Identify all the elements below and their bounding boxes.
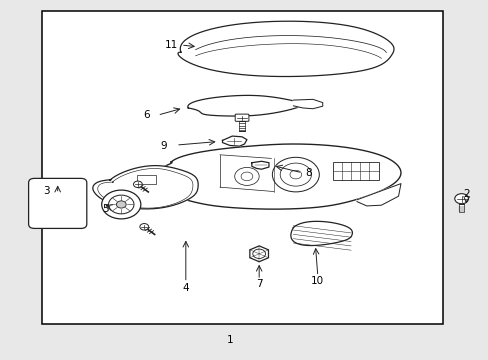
Circle shape [116,201,126,208]
Polygon shape [293,99,322,109]
Circle shape [289,170,301,179]
Polygon shape [356,184,400,206]
Text: 6: 6 [143,110,150,120]
FancyBboxPatch shape [28,179,87,229]
Text: 7: 7 [255,279,262,289]
Text: 3: 3 [43,186,50,196]
Circle shape [252,249,265,258]
Polygon shape [290,221,352,246]
Text: 2: 2 [463,189,469,199]
FancyBboxPatch shape [235,114,248,121]
Text: 1: 1 [226,335,233,345]
Bar [41,11,442,324]
Text: 10: 10 [311,276,324,286]
Text: 8: 8 [304,168,311,178]
Circle shape [272,157,319,192]
Bar [239,121,244,131]
Polygon shape [251,161,268,169]
Polygon shape [187,95,303,116]
Text: 11: 11 [164,40,178,50]
Circle shape [234,167,259,185]
Bar [137,175,156,184]
Circle shape [454,194,468,204]
Text: 4: 4 [182,283,189,293]
Circle shape [241,172,252,181]
Circle shape [102,190,141,219]
Polygon shape [249,246,268,262]
Bar [458,204,463,212]
Circle shape [108,195,134,214]
Polygon shape [222,136,246,146]
Polygon shape [93,166,198,209]
Text: 9: 9 [160,141,167,151]
Circle shape [140,224,148,230]
Polygon shape [178,21,393,77]
Text: 5: 5 [102,204,108,214]
Circle shape [280,163,311,186]
Bar [332,162,378,180]
Polygon shape [146,144,400,209]
Circle shape [133,181,142,188]
